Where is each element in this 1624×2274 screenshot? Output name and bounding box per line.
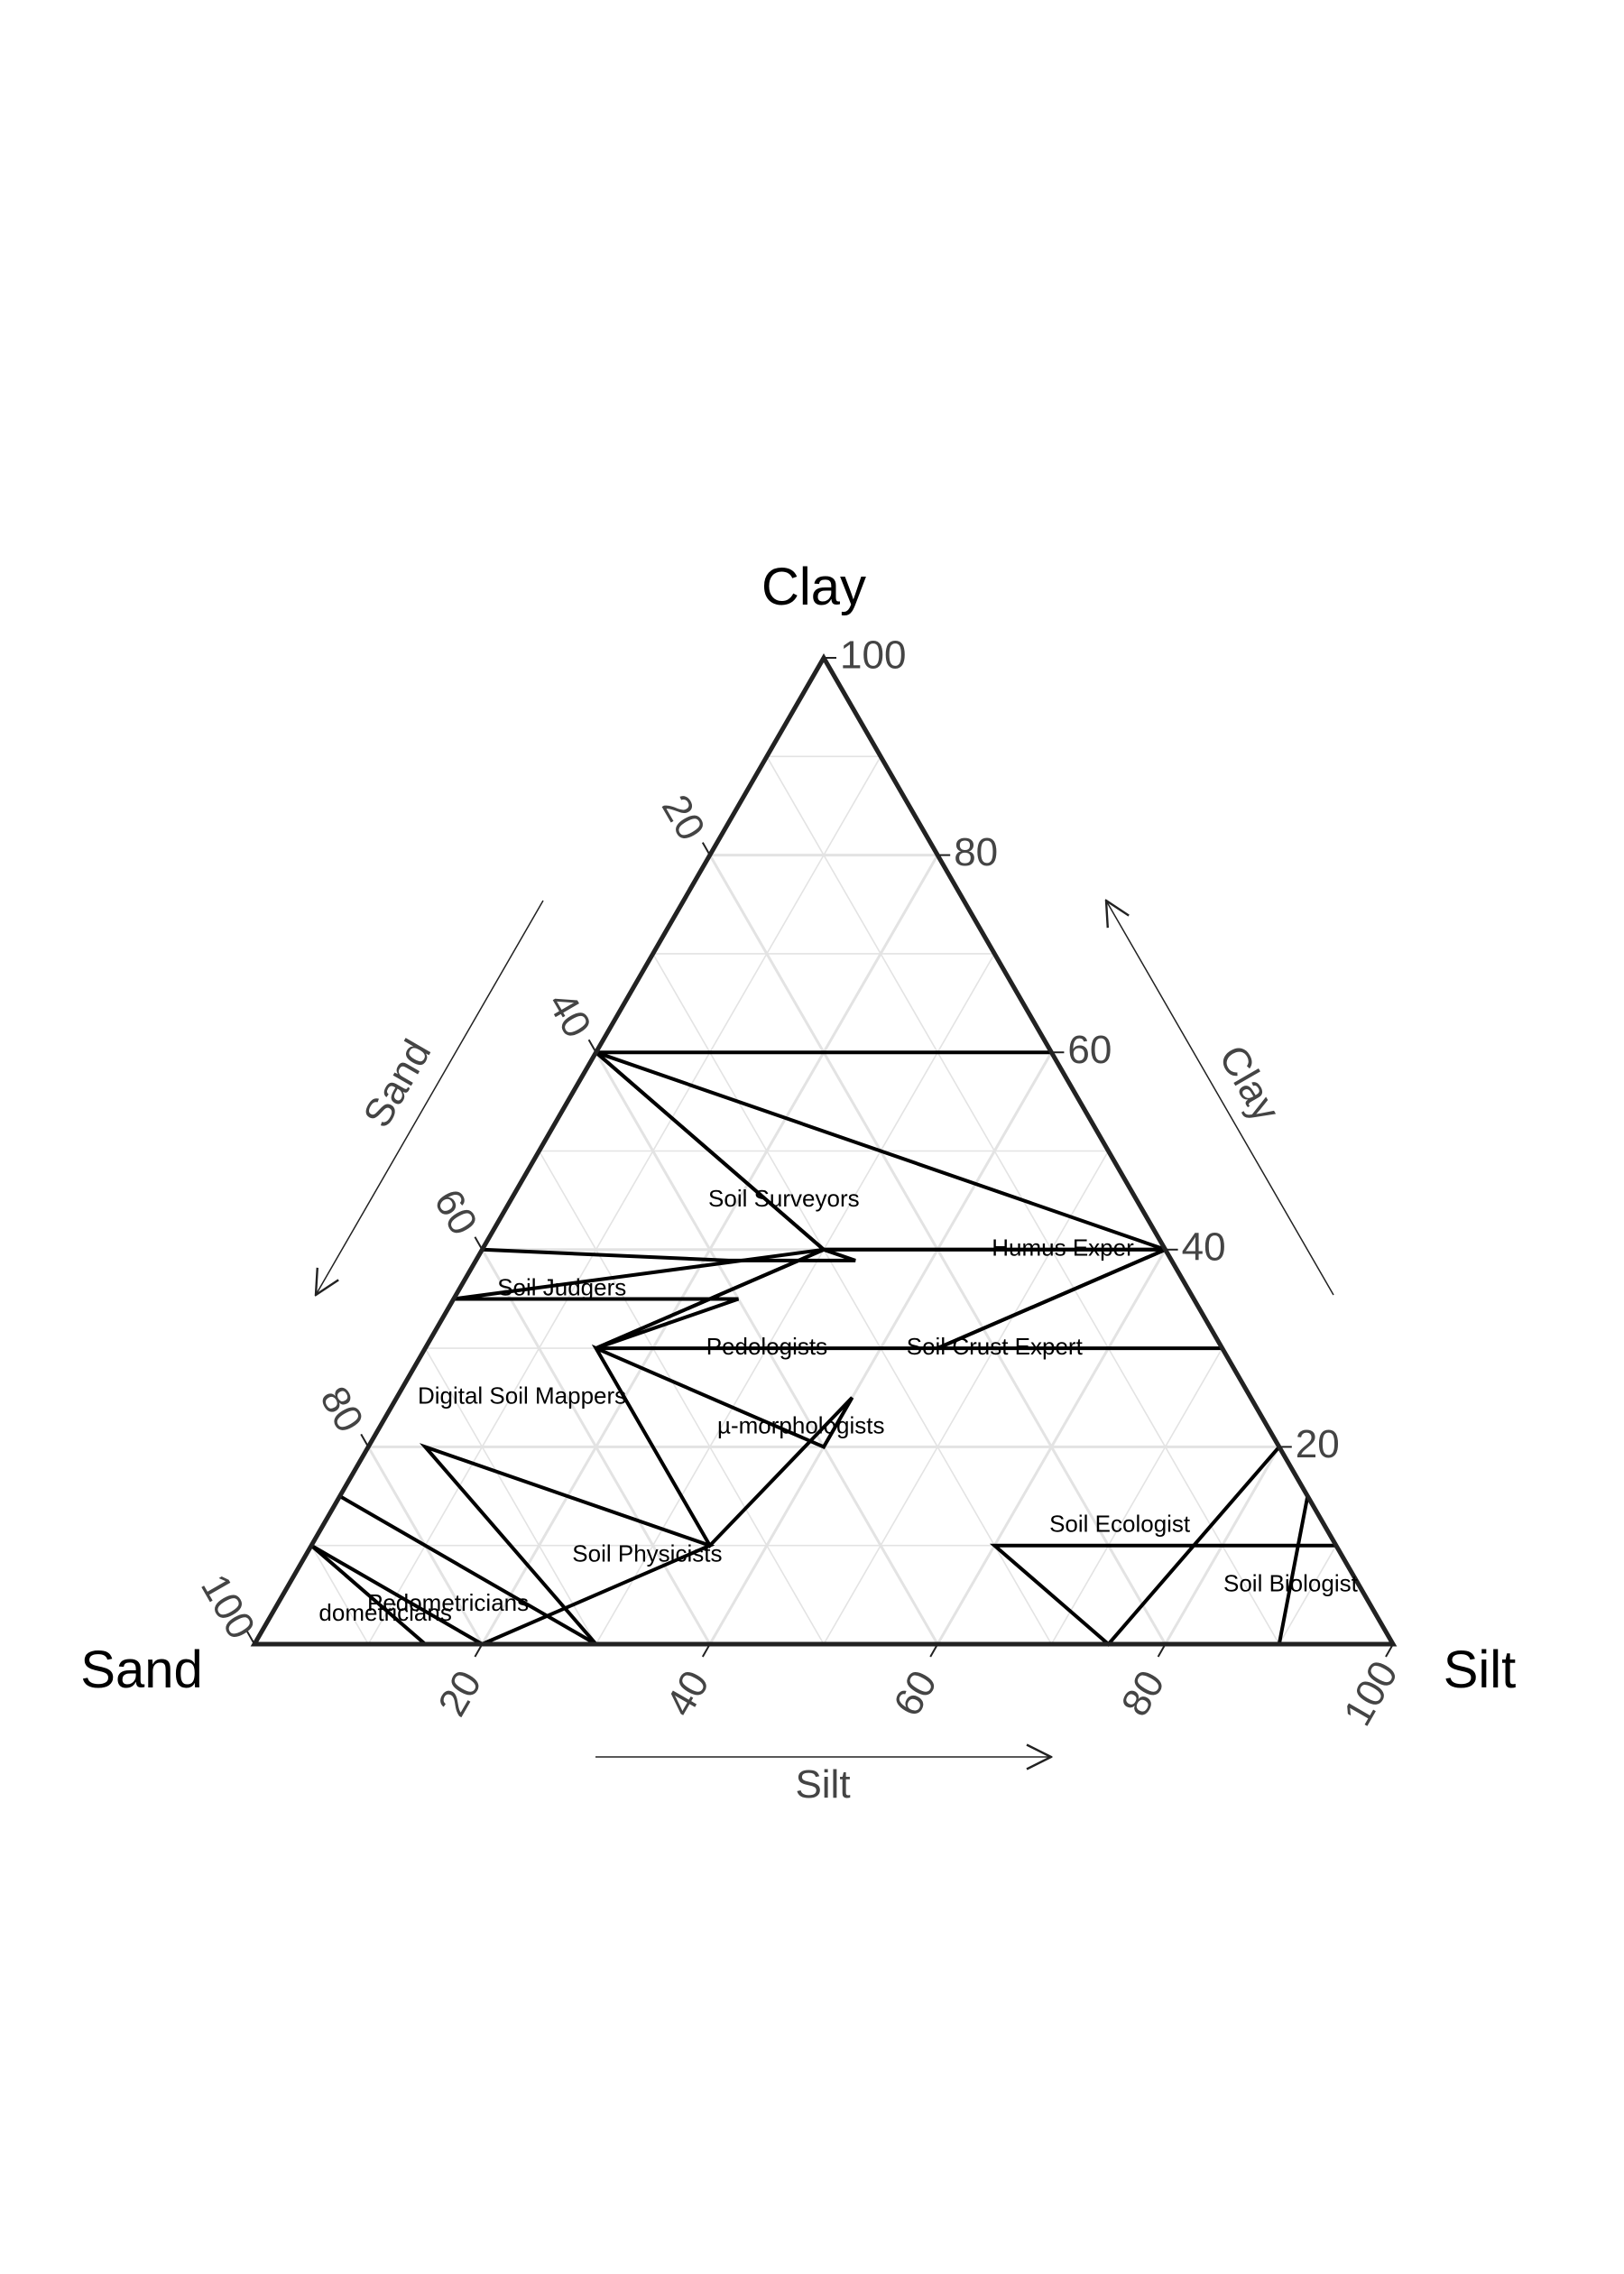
region-label-9: Soil Biologist [1223, 1569, 1359, 1596]
tick-mark-sand-40 [587, 1039, 597, 1053]
tick-label-silt-60: 60 [885, 1663, 946, 1724]
triangle-border [250, 652, 1398, 1647]
tick-mark-silt-40 [701, 1643, 711, 1658]
vertex-title-top: Clay [761, 558, 866, 616]
tick-mark-silt-60 [929, 1643, 939, 1658]
axis-title-left: Sand [355, 1032, 440, 1134]
tick-mark-sand-20 [701, 842, 711, 856]
grid-line-sand-30 [652, 953, 1053, 1645]
grid-line-sand-70 [424, 1347, 597, 1645]
tick-mark-silt-80 [1157, 1643, 1167, 1658]
tick-mark-silt-20 [474, 1643, 484, 1658]
tick-label-silt-100: 100 [1335, 1654, 1407, 1733]
region-label-11: dometricians [318, 1599, 451, 1626]
tick-mark-sand-100 [246, 1631, 255, 1645]
region-label-2: Soil Judgers [497, 1273, 626, 1300]
tick-label-silt-80: 80 [1113, 1663, 1174, 1724]
axis-arrow-left [316, 900, 544, 1295]
tick-label-sand-60: 60 [425, 1182, 485, 1243]
grid-line-sand-90 [310, 1545, 369, 1645]
tick-label-clay-40: 40 [1182, 1225, 1226, 1269]
tick-label-sand-80: 80 [311, 1380, 372, 1440]
tick-label-clay-100: 100 [840, 633, 906, 678]
region-label-1: Humus Exper [992, 1234, 1134, 1262]
tick-label-sand-40: 40 [540, 984, 600, 1045]
tick-mark-sand-80 [360, 1433, 370, 1447]
region-label-7: Soil Physicists [572, 1540, 722, 1567]
tick-label-sand-20: 20 [653, 788, 714, 848]
triangle-outline [250, 652, 1398, 1647]
tick-label-silt-20: 20 [429, 1663, 490, 1724]
tick-label-sand-100: 100 [192, 1567, 263, 1647]
region-label-8: Soil Ecologist [1049, 1511, 1191, 1538]
grid-line-sand-60 [481, 1249, 712, 1645]
tick-mark-sand-60 [474, 1236, 484, 1251]
region-label-5: Digital Soil Mappers [418, 1382, 626, 1410]
grid-line-silt-60 [936, 1249, 1167, 1645]
tick-label-clay-60: 60 [1067, 1028, 1112, 1072]
region-label-6: µ-morphologists [717, 1411, 885, 1438]
tick-mark-silt-100 [1385, 1643, 1394, 1658]
grid-line-silt-70 [1050, 1347, 1223, 1645]
region-label-10: Pedometricians [367, 1589, 529, 1616]
grid-lines [310, 755, 1337, 1645]
axis-arrow-right [1106, 901, 1334, 1296]
tick-marks [246, 657, 1394, 1658]
axis-title-right: Clay [1210, 1038, 1287, 1129]
region-label-4: Soil Crust Expert [907, 1333, 1084, 1360]
region-label-3: Pedologists [706, 1333, 827, 1360]
region-boundary-6 [591, 1344, 854, 1549]
tick-label-clay-20: 20 [1296, 1422, 1340, 1466]
grid-line-silt-50 [823, 1151, 1110, 1645]
region-label-0: Soil Surveyors [708, 1185, 860, 1212]
tick-labels: 20 20 20 40 40 40 60 60 60 80 80 80 100 100 100 [192, 633, 1407, 1733]
vertex-title-right: Silt [1444, 1641, 1517, 1699]
region-labels: Soil Surveyors Humus Exper Soil Judgers Ped… [318, 1185, 1358, 1626]
grid-line-silt-90 [1278, 1545, 1337, 1645]
axis-title-bottom: Silt [795, 1762, 850, 1807]
tick-label-silt-40: 40 [658, 1663, 718, 1724]
tick-label-clay-80: 80 [954, 830, 998, 874]
vertex-title-left: Sand [80, 1641, 202, 1699]
grid-line-silt-10 [367, 755, 881, 1645]
grid-line-sand-50 [538, 1151, 825, 1645]
